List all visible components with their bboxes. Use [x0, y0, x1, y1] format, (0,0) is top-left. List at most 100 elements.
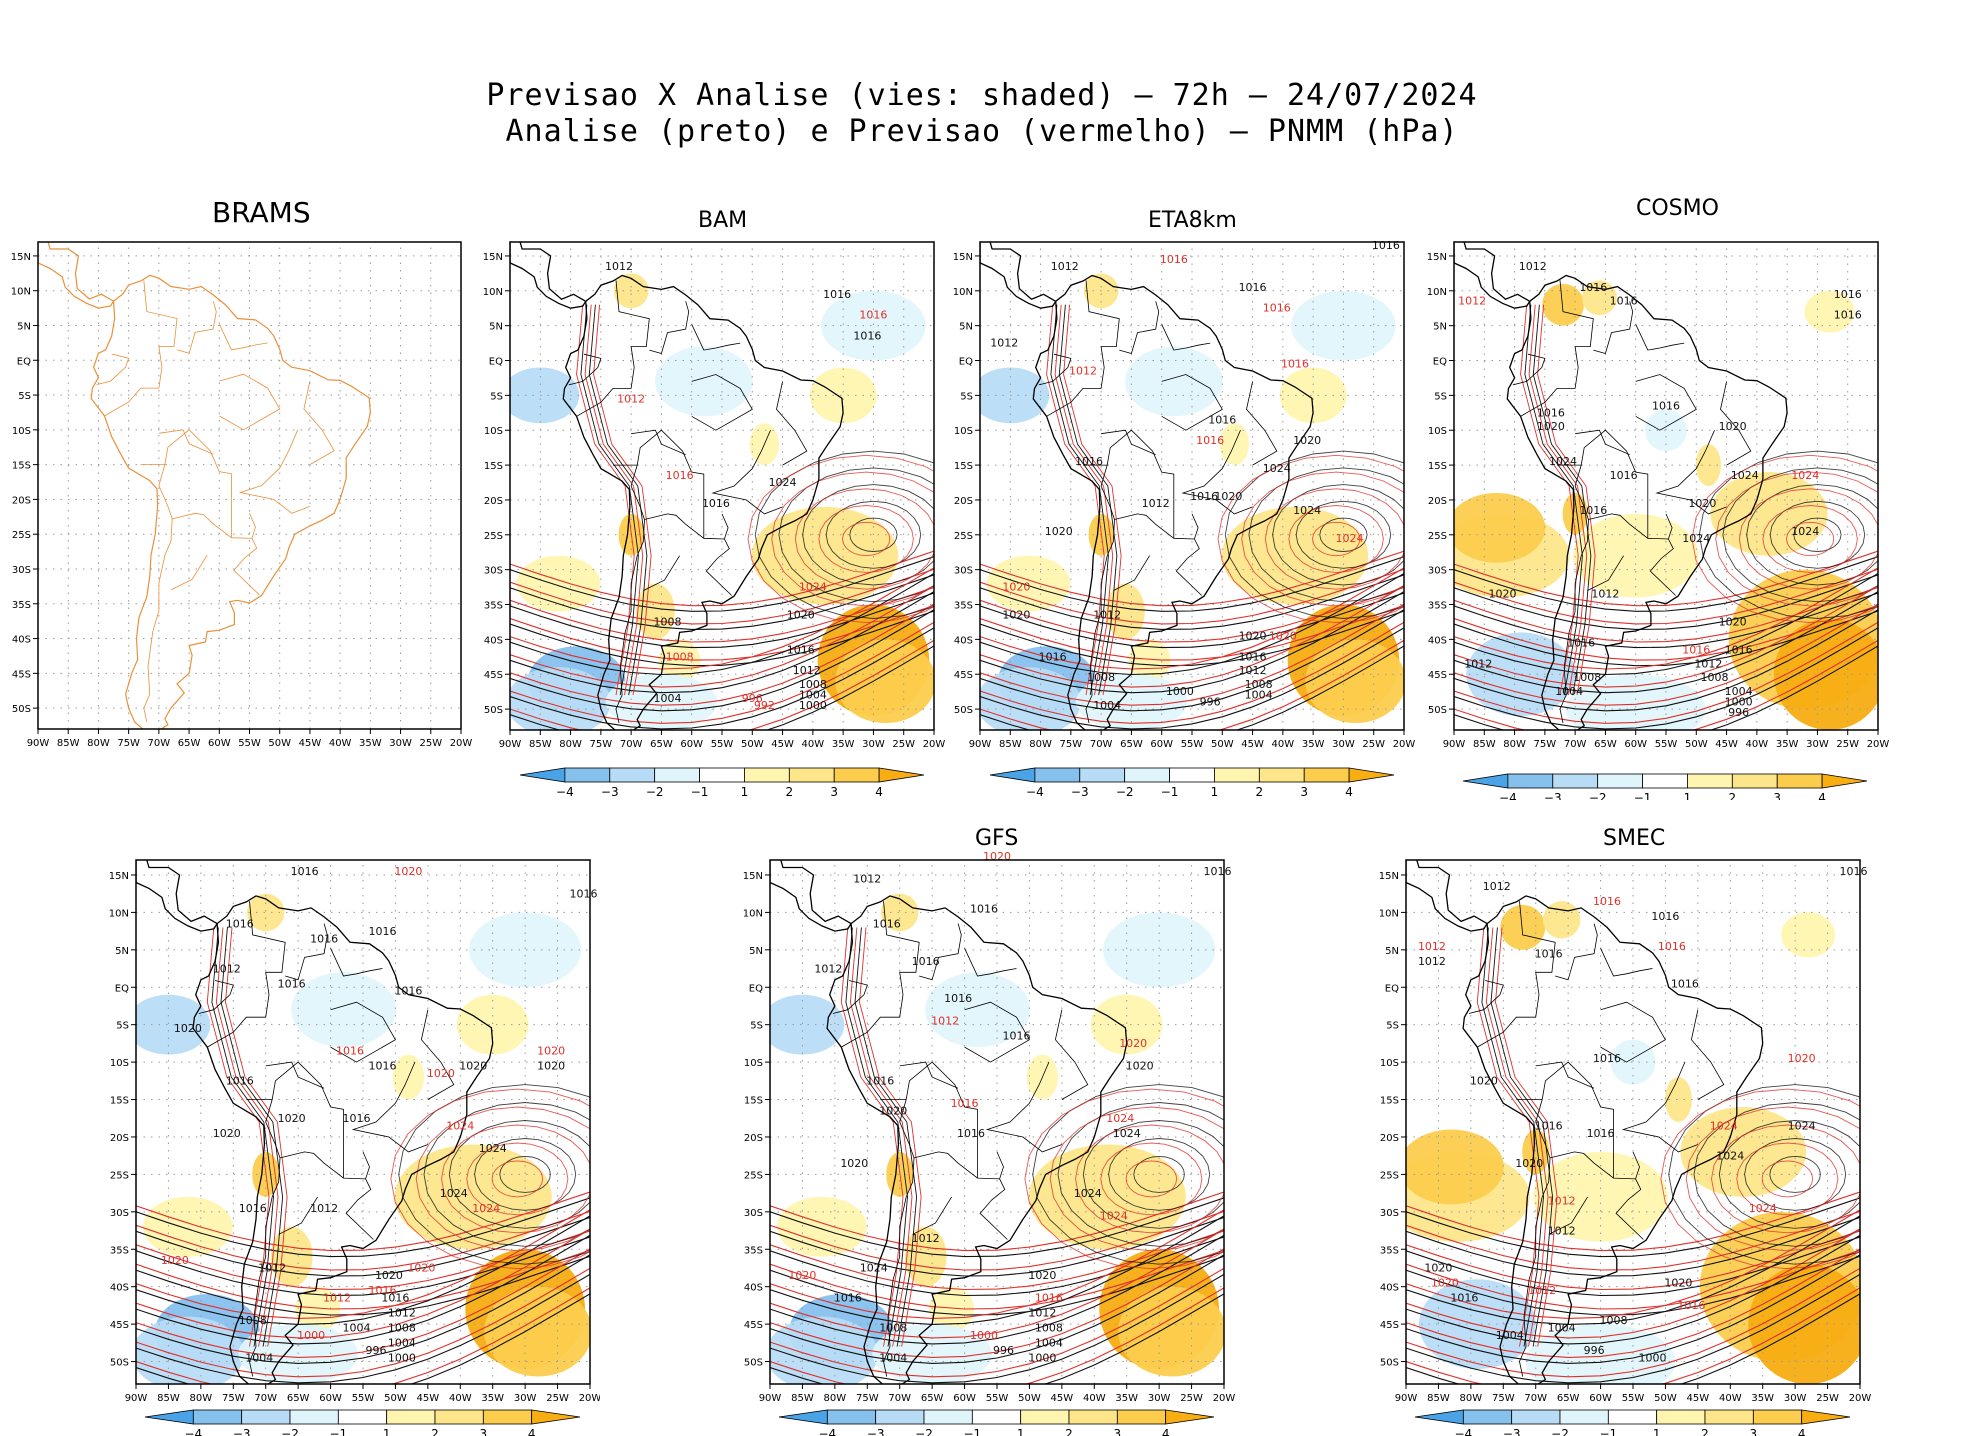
isobar-label: 1016 [666, 469, 694, 482]
isobar-label: 1008 [239, 1314, 267, 1327]
isobar-label: 1020 [787, 608, 815, 621]
lon-tick-label: 90W [969, 739, 992, 750]
country-border [913, 1151, 1004, 1180]
lon-tick-label: 25W [1362, 739, 1385, 750]
coastline [38, 242, 115, 309]
coastline [1454, 242, 1531, 309]
bias-area [270, 1226, 313, 1287]
lat-tick-label: 15S [954, 461, 973, 472]
analysis-isobar [1319, 517, 1368, 552]
country-border [1549, 1151, 1640, 1180]
country-border [1587, 555, 1624, 591]
isobar-label: 1016 [944, 992, 972, 1005]
isobar-label: 1008 [1700, 671, 1728, 684]
country-border [912, 1196, 952, 1235]
analysis-isobar [510, 573, 934, 676]
country-border [1161, 374, 1223, 431]
lat-tick-label: 10S [484, 426, 503, 437]
lat-tick-label: 40S [1428, 635, 1447, 646]
lat-tick-label: 40S [12, 635, 31, 646]
lat-tick-label: 45S [12, 669, 31, 680]
country-border [964, 948, 1017, 977]
country-border [143, 485, 173, 723]
analysis-isobar [1454, 556, 1878, 612]
colorbar-label: −4 [556, 785, 574, 799]
forecast-isobar [1406, 1287, 1860, 1384]
isobar-label: 1016 [1196, 434, 1224, 447]
isobar-label: 1012 [605, 260, 633, 273]
forecast-isobar [1476, 927, 1540, 1347]
isobar-label: 1004 [1035, 1337, 1063, 1350]
forecast-isobar [794, 488, 934, 590]
colorbar-label: −2 [1589, 791, 1607, 800]
isobar-label: 1024 [1100, 1209, 1128, 1222]
analysis-isobar [510, 591, 934, 694]
isobar-label: 1016 [368, 1284, 396, 1297]
country-border [1520, 280, 1594, 417]
isobar-label: 1016 [1677, 1299, 1705, 1312]
lat-tick-label: EQ [1385, 983, 1399, 994]
country-border [345, 1178, 374, 1240]
forecast-isobar [1454, 639, 1878, 730]
isobar-label: 1012 [1028, 1307, 1056, 1320]
analysis-isobar [980, 574, 1404, 630]
lon-tick-label: 35W [832, 739, 855, 750]
country-border [899, 1061, 978, 1137]
forecast-isobar [1528, 304, 1588, 696]
forecast-isobar [770, 1191, 1224, 1252]
isobar-label: 1020 [1293, 434, 1321, 447]
coastline [562, 274, 844, 730]
isobar-label: 1012 [213, 962, 241, 975]
forecast-isobar [980, 604, 1404, 661]
analysis-isobar [1481, 927, 1544, 1347]
isobar-label: 1016 [1840, 865, 1868, 878]
lon-tick-label: 90W [125, 1393, 148, 1404]
isobar-label: 1020 [537, 1060, 565, 1073]
lat-tick-label: 30S [1380, 1208, 1399, 1219]
lat-tick-label: 5N [17, 321, 31, 332]
lon-tick-label: 60W [1624, 739, 1647, 750]
analysis-isobar [1406, 1293, 1860, 1384]
lon-tick-label: 20W [1213, 1393, 1236, 1404]
country-border [644, 513, 729, 540]
colorbar-label: 1 [383, 1427, 391, 1436]
isobar-label: 1016 [291, 865, 319, 878]
analysis-isobar [980, 573, 1404, 676]
isobar-label: 1016 [1035, 1292, 1063, 1305]
lon-tick-label: 70W [1524, 1393, 1547, 1404]
lat-tick-label: 25S [484, 531, 503, 542]
lon-tick-label: 70W [148, 738, 171, 749]
forecast-isobar [818, 505, 914, 573]
isobar-label: 1020 [1045, 525, 1073, 538]
lat-tick-label: EQ [115, 983, 129, 994]
forecast-isobar [136, 1209, 590, 1319]
isobar-label: 1024 [1731, 469, 1759, 482]
bias-area [1773, 618, 1878, 730]
colorbar-label: 1 [741, 785, 749, 799]
isobar-label: 1000 [1638, 1352, 1666, 1365]
analysis-isobar [980, 627, 1404, 730]
lon-tick-label: 90W [499, 739, 522, 750]
lat-tick-label: 10S [954, 426, 973, 437]
analysis-isobar [980, 592, 1404, 649]
colorbar-label: −1 [691, 785, 709, 799]
forecast-isobar [510, 586, 934, 643]
isobar-label: 1016 [343, 1112, 371, 1125]
country-border [1635, 324, 1685, 351]
lat-tick-label: 5N [115, 946, 129, 957]
forecast-isobar [136, 1191, 590, 1252]
forecast-isobar [136, 1228, 590, 1339]
lon-tick-label: 35W [1751, 1393, 1774, 1404]
country-border [351, 1061, 429, 1153]
lon-tick-label: 85W [999, 739, 1022, 750]
country-border [278, 1196, 318, 1235]
lon-tick-label: 60W [1150, 739, 1173, 750]
colorbar-label: −3 [1071, 785, 1089, 799]
colorbar-segment [1752, 1409, 1803, 1425]
isobar-label: 1024 [1113, 1127, 1141, 1140]
lat-tick-label: 45S [954, 670, 973, 681]
coastline [136, 860, 219, 932]
lat-tick-label: 15N [483, 252, 503, 263]
lat-tick-label: 15S [1380, 1096, 1399, 1107]
bias-area [295, 1286, 341, 1332]
